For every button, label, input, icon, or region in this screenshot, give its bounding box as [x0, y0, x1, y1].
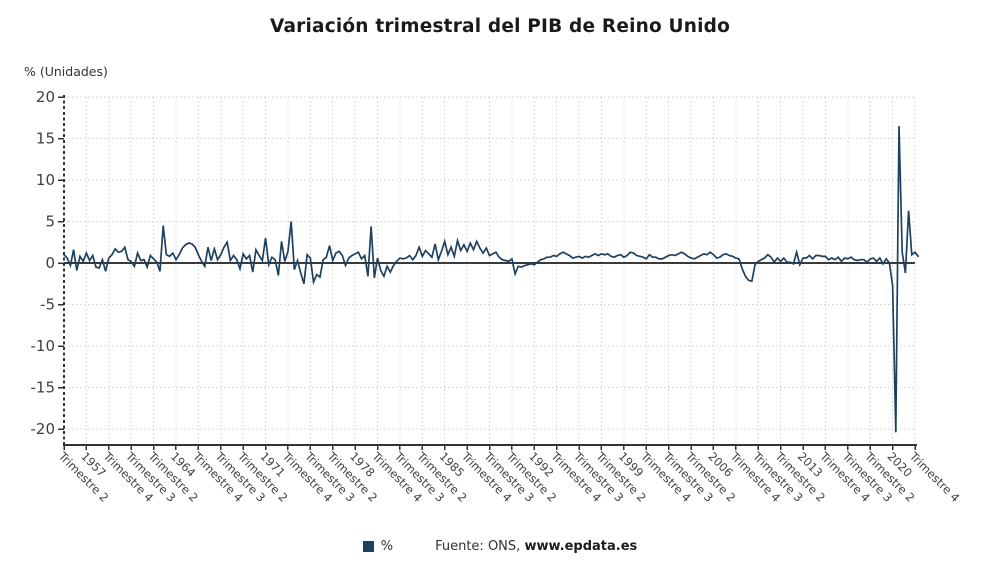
gdp-series-line[interactable] [63, 126, 920, 433]
y-tick-label: -10 [31, 337, 56, 355]
y-tick-label: 20 [36, 88, 55, 106]
source-label: Fuente: ONS, [435, 539, 521, 554]
y-tick-label: -20 [31, 420, 56, 438]
y-tick-label: -15 [31, 379, 56, 397]
legend-item-percent[interactable]: % [362, 539, 394, 554]
chart-title: Variación trimestral del PIB de Reino Un… [269, 16, 731, 37]
y-tick-label: -5 [40, 296, 55, 314]
y-tick-label: 15 [36, 130, 55, 148]
legend-series-label: % [380, 539, 394, 554]
source-link[interactable]: www.epdata.es [524, 539, 638, 554]
source-credit: Fuente: ONS, www.epdata.es [435, 539, 637, 554]
y-axis-title: % (Unidades) [24, 64, 108, 79]
series-color-swatch [362, 541, 374, 552]
chart-legend: % Fuente: ONS, www.epdata.es [0, 539, 1000, 554]
y-tick-label: 0 [45, 254, 55, 272]
y-tick-label: 10 [36, 171, 55, 189]
y-tick-label: 5 [45, 213, 55, 231]
